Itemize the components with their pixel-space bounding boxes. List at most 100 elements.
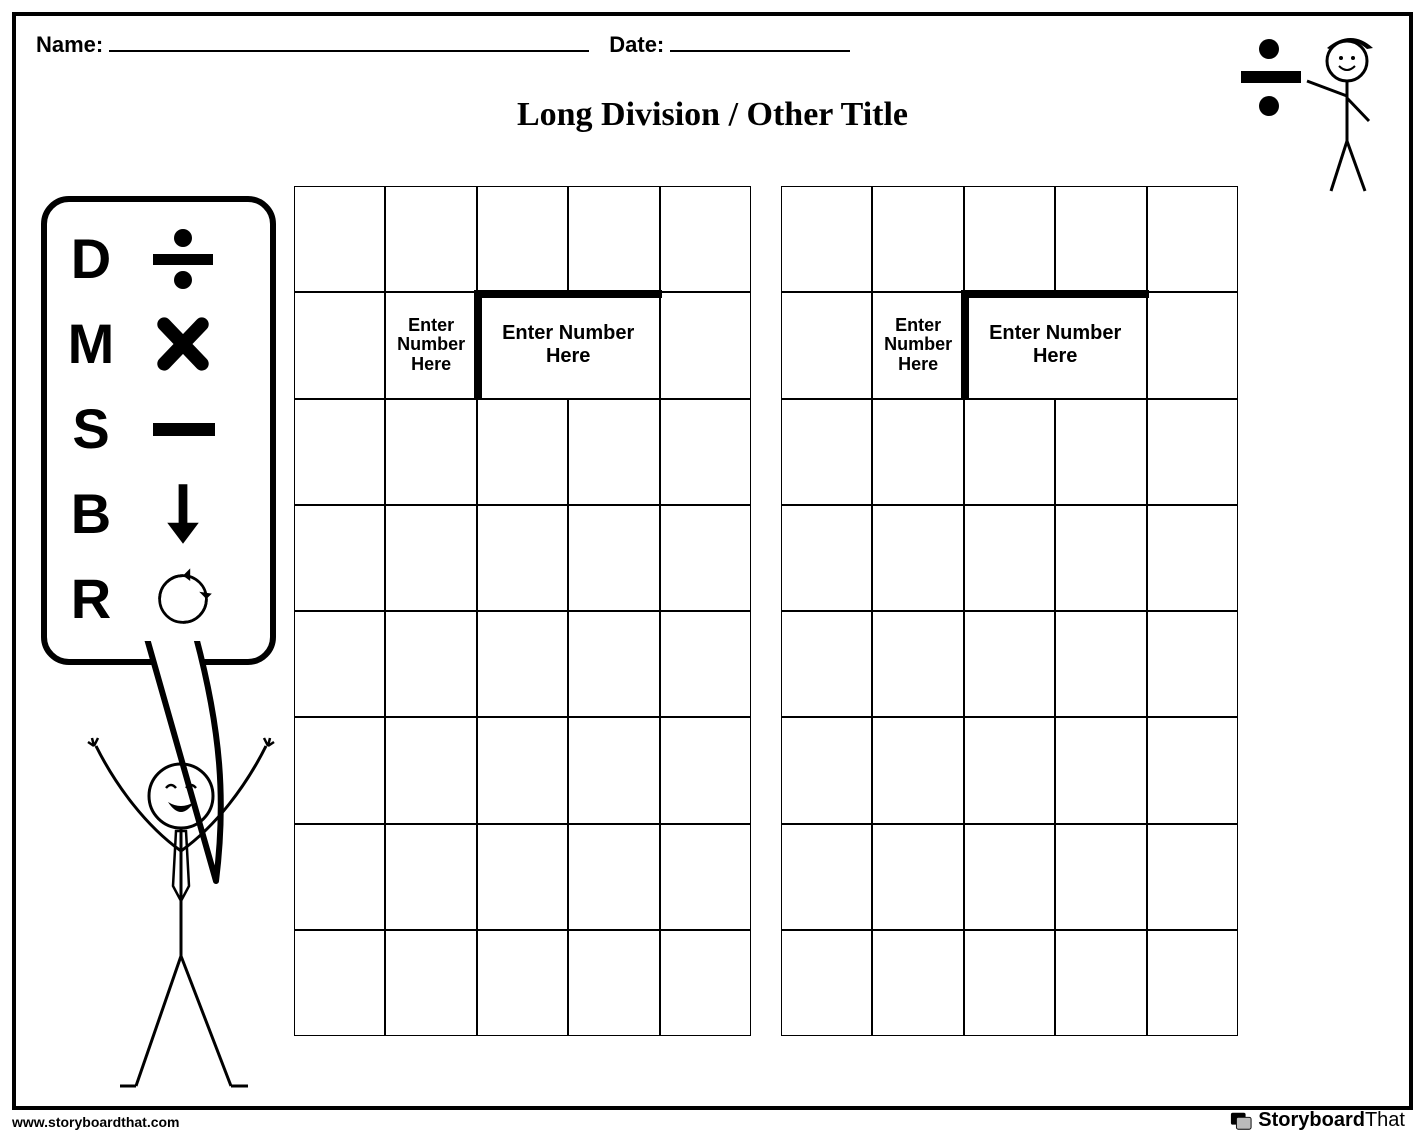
legend-row-bringdown: B [63, 471, 254, 556]
grid-cell[interactable] [568, 505, 659, 611]
grid-cell[interactable] [660, 824, 751, 930]
grid-cell[interactable] [1147, 399, 1238, 505]
legend-letter-m: M [63, 311, 119, 376]
grid-cell[interactable] [781, 399, 872, 505]
name-blank-line[interactable] [109, 28, 589, 52]
grid-cell[interactable] [660, 717, 751, 823]
grid-cell[interactable] [781, 717, 872, 823]
grid-cell[interactable] [1055, 611, 1146, 717]
legend-row-divide: D [63, 216, 254, 301]
legend-row-repeat: R [63, 556, 254, 641]
grid-cell[interactable] [660, 186, 751, 292]
grid-cell[interactable] [1147, 186, 1238, 292]
grid-cell[interactable] [781, 930, 872, 1036]
grid-cell[interactable] [872, 717, 963, 823]
grid-cell[interactable] [964, 186, 1055, 292]
grid-cell[interactable] [1147, 505, 1238, 611]
divisor-cell[interactable]: Enter Number Here [872, 292, 963, 398]
grid-cell[interactable] [568, 186, 659, 292]
legend-letter-r: R [63, 566, 119, 631]
grid-cell[interactable] [781, 824, 872, 930]
grid-cell[interactable] [294, 505, 385, 611]
legend-box: D M S B [41, 196, 276, 665]
grid-cell[interactable] [294, 717, 385, 823]
grid-cell[interactable] [385, 505, 476, 611]
grid-cell[interactable] [294, 930, 385, 1036]
grid-cell[interactable] [781, 292, 872, 398]
grid-cell[interactable] [781, 186, 872, 292]
grid-cell[interactable] [477, 505, 568, 611]
grid-cell[interactable] [1055, 824, 1146, 930]
dividend-cell[interactable]: Enter Number Here [477, 292, 660, 398]
grid-cell[interactable] [477, 611, 568, 717]
legend-letter-d: D [63, 226, 119, 291]
grid-cell[interactable] [294, 186, 385, 292]
grid-cell[interactable] [568, 824, 659, 930]
grid-cell[interactable] [964, 930, 1055, 1036]
grid-cell[interactable] [964, 399, 1055, 505]
legend-bubble: D M S B [41, 196, 276, 665]
header-row: Name: Date: [36, 28, 1389, 58]
grid-cell[interactable] [568, 717, 659, 823]
grid-cell[interactable] [872, 611, 963, 717]
grid-cell[interactable] [872, 186, 963, 292]
worksheet-frame: Name: Date: Long Division / Other Title [12, 12, 1413, 1110]
grid-cell[interactable] [477, 399, 568, 505]
date-blank-line[interactable] [670, 28, 850, 52]
dividend-cell[interactable]: Enter Number Here [964, 292, 1147, 398]
grid-cell[interactable] [872, 399, 963, 505]
grid-cell[interactable] [385, 611, 476, 717]
grid-cell[interactable] [294, 399, 385, 505]
grid-cell[interactable] [294, 824, 385, 930]
grid-cell[interactable] [477, 824, 568, 930]
grid-cell[interactable] [872, 824, 963, 930]
grid-cell[interactable] [872, 505, 963, 611]
date-label: Date: [609, 32, 664, 58]
grid-cell[interactable] [385, 399, 476, 505]
legend-letter-s: S [63, 396, 119, 461]
grid-cell[interactable] [1147, 930, 1238, 1036]
grid-cell[interactable] [1147, 824, 1238, 930]
grid-cell[interactable] [477, 717, 568, 823]
grid-cell[interactable] [1055, 399, 1146, 505]
grid-cell[interactable] [294, 292, 385, 398]
grid-cell[interactable] [964, 717, 1055, 823]
grid-cell[interactable] [385, 930, 476, 1036]
grid-cell[interactable] [385, 717, 476, 823]
name-label: Name: [36, 32, 103, 58]
divisor-cell[interactable]: Enter Number Here [385, 292, 476, 398]
grid-cell[interactable] [1147, 292, 1238, 398]
grid-cell[interactable] [1147, 611, 1238, 717]
name-field: Name: [36, 28, 589, 58]
grid-cell[interactable] [1055, 930, 1146, 1036]
division-grid-1: Enter Number HereEnter Number Here [294, 186, 751, 1036]
divide-symbol-icon [143, 224, 223, 294]
grid-cell[interactable] [964, 611, 1055, 717]
grid-cell[interactable] [1147, 717, 1238, 823]
grid-cell[interactable] [872, 930, 963, 1036]
grid-cell[interactable] [477, 186, 568, 292]
grid-cell[interactable] [660, 505, 751, 611]
grid-cell[interactable] [1055, 186, 1146, 292]
grid-cell[interactable] [781, 611, 872, 717]
grid-cell[interactable] [568, 611, 659, 717]
grid-cell[interactable] [568, 930, 659, 1036]
grid-cell[interactable] [660, 930, 751, 1036]
grid-cell[interactable] [568, 399, 659, 505]
grid-cell[interactable] [385, 186, 476, 292]
repeat-circle-icon [143, 564, 223, 634]
grid-cell[interactable] [477, 930, 568, 1036]
grid-cell[interactable] [294, 611, 385, 717]
grid-cell[interactable] [660, 399, 751, 505]
grid-cell[interactable] [964, 505, 1055, 611]
storyboard-logo-icon [1230, 1110, 1252, 1132]
grid-cell[interactable] [1055, 717, 1146, 823]
grid-cell[interactable] [385, 824, 476, 930]
division-grid-2: Enter Number HereEnter Number Here [781, 186, 1238, 1036]
grid-cell[interactable] [1055, 505, 1146, 611]
stick-figure-bottom-left-icon [76, 736, 286, 1096]
grid-cell[interactable] [660, 292, 751, 398]
grid-cell[interactable] [660, 611, 751, 717]
grid-cell[interactable] [781, 505, 872, 611]
grid-cell[interactable] [964, 824, 1055, 930]
